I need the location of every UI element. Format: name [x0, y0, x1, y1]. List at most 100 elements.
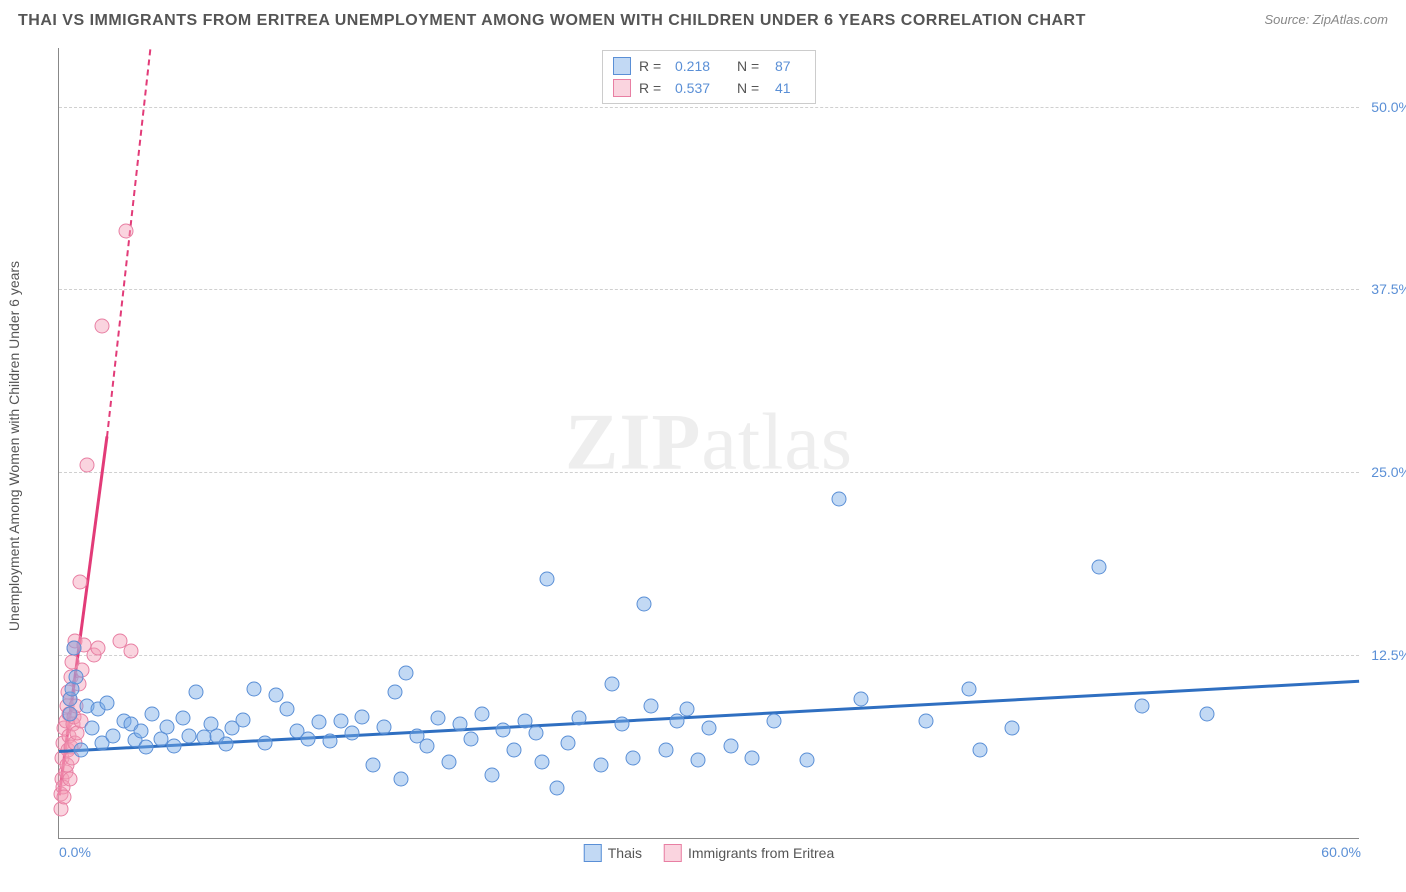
scatter-point-thais	[377, 719, 392, 734]
chart-header: THAI VS IMMIGRANTS FROM ERITREA UNEMPLOY…	[18, 12, 1388, 30]
scatter-point-thais	[918, 713, 933, 728]
gridline	[59, 655, 1359, 656]
scatter-point-thais	[853, 692, 868, 707]
scatter-point-thais	[767, 713, 782, 728]
scatter-point-thais	[67, 640, 82, 655]
scatter-point-thais	[355, 709, 370, 724]
gridline	[59, 289, 1359, 290]
scatter-point-thais	[832, 491, 847, 506]
scatter-point-thais	[507, 743, 522, 758]
legend-stats: R = 0.218 N = 87 R = 0.537 N = 41	[602, 50, 816, 104]
legend-r-prefix: R =	[639, 80, 667, 96]
scatter-point-thais	[138, 740, 153, 755]
swatch-eritrea	[613, 79, 631, 97]
scatter-point-thais	[420, 738, 435, 753]
scatter-point-thais	[366, 757, 381, 772]
scatter-point-thais	[398, 665, 413, 680]
scatter-point-thais	[572, 711, 587, 726]
scatter-point-eritrea	[119, 223, 134, 238]
scatter-point-thais	[387, 684, 402, 699]
watermark-zip: ZIP	[565, 399, 701, 487]
legend-series: Thais Immigrants from Eritrea	[584, 844, 834, 862]
legend-n-prefix: N =	[737, 80, 767, 96]
scatter-point-eritrea	[95, 318, 110, 333]
scatter-point-thais	[84, 721, 99, 736]
scatter-point-thais	[1135, 699, 1150, 714]
scatter-point-thais	[257, 735, 272, 750]
scatter-point-thais	[106, 728, 121, 743]
scatter-point-thais	[160, 719, 175, 734]
scatter-point-thais	[535, 754, 550, 769]
scatter-point-thais	[182, 728, 197, 743]
x-axis-min-label: 0.0%	[59, 844, 91, 860]
scatter-point-thais	[723, 738, 738, 753]
scatter-point-thais	[134, 724, 149, 739]
legend-stats-row-thais: R = 0.218 N = 87	[613, 55, 805, 77]
scatter-point-thais	[344, 725, 359, 740]
scatter-point-thais	[218, 737, 233, 752]
scatter-point-thais	[496, 722, 511, 737]
scatter-point-thais	[691, 753, 706, 768]
scatter-point-thais	[166, 738, 181, 753]
gridline	[59, 107, 1359, 108]
scatter-point-thais	[188, 684, 203, 699]
scatter-point-thais	[593, 757, 608, 772]
legend-label-eritrea: Immigrants from Eritrea	[688, 845, 834, 861]
chart-source: Source: ZipAtlas.com	[1264, 12, 1388, 27]
scatter-point-thais	[301, 731, 316, 746]
scatter-point-eritrea	[72, 574, 87, 589]
y-tick-label: 25.0%	[1363, 464, 1406, 480]
scatter-point-thais	[962, 681, 977, 696]
gridline	[59, 472, 1359, 473]
scatter-point-eritrea	[57, 790, 72, 805]
scatter-point-thais	[442, 754, 457, 769]
swatch-eritrea	[664, 844, 682, 862]
scatter-point-thais	[99, 696, 114, 711]
scatter-point-thais	[799, 753, 814, 768]
watermark-atlas: atlas	[701, 399, 853, 487]
scatter-point-thais	[561, 735, 576, 750]
scatter-point-thais	[69, 670, 84, 685]
swatch-thais	[613, 57, 631, 75]
scatter-point-thais	[637, 596, 652, 611]
scatter-point-eritrea	[62, 772, 77, 787]
x-axis-max-label: 60.0%	[1321, 844, 1361, 860]
scatter-point-thais	[485, 768, 500, 783]
scatter-point-thais	[175, 711, 190, 726]
legend-n-value-thais: 87	[775, 58, 805, 74]
legend-label-thais: Thais	[608, 845, 642, 861]
scatter-point-thais	[452, 716, 467, 731]
legend-r-prefix: R =	[639, 58, 667, 74]
scatter-point-thais	[972, 743, 987, 758]
y-tick-label: 50.0%	[1363, 99, 1406, 115]
scatter-point-eritrea	[123, 643, 138, 658]
scatter-point-thais	[322, 734, 337, 749]
legend-item-thais: Thais	[584, 844, 642, 862]
scatter-point-thais	[474, 706, 489, 721]
legend-item-eritrea: Immigrants from Eritrea	[664, 844, 834, 862]
scatter-point-thais	[539, 572, 554, 587]
scatter-point-thais	[745, 750, 760, 765]
scatter-point-thais	[604, 677, 619, 692]
swatch-thais	[584, 844, 602, 862]
scatter-point-thais	[643, 699, 658, 714]
scatter-point-thais	[1005, 721, 1020, 736]
scatter-point-thais	[615, 716, 630, 731]
scatter-point-thais	[626, 750, 641, 765]
scatter-point-thais	[236, 712, 251, 727]
scatter-point-thais	[1092, 560, 1107, 575]
scatter-point-thais	[247, 681, 262, 696]
scatter-point-thais	[528, 725, 543, 740]
scatter-point-thais	[658, 743, 673, 758]
scatter-point-thais	[145, 706, 160, 721]
watermark: ZIPatlas	[565, 398, 853, 489]
scatter-point-thais	[702, 721, 717, 736]
scatter-point-eritrea	[80, 457, 95, 472]
scatter-point-thais	[680, 702, 695, 717]
legend-n-prefix: N =	[737, 58, 767, 74]
y-axis-label: Unemployment Among Women with Children U…	[6, 261, 22, 631]
scatter-point-thais	[279, 702, 294, 717]
scatter-point-thais	[1200, 706, 1215, 721]
scatter-point-thais	[550, 781, 565, 796]
scatter-point-thais	[312, 715, 327, 730]
